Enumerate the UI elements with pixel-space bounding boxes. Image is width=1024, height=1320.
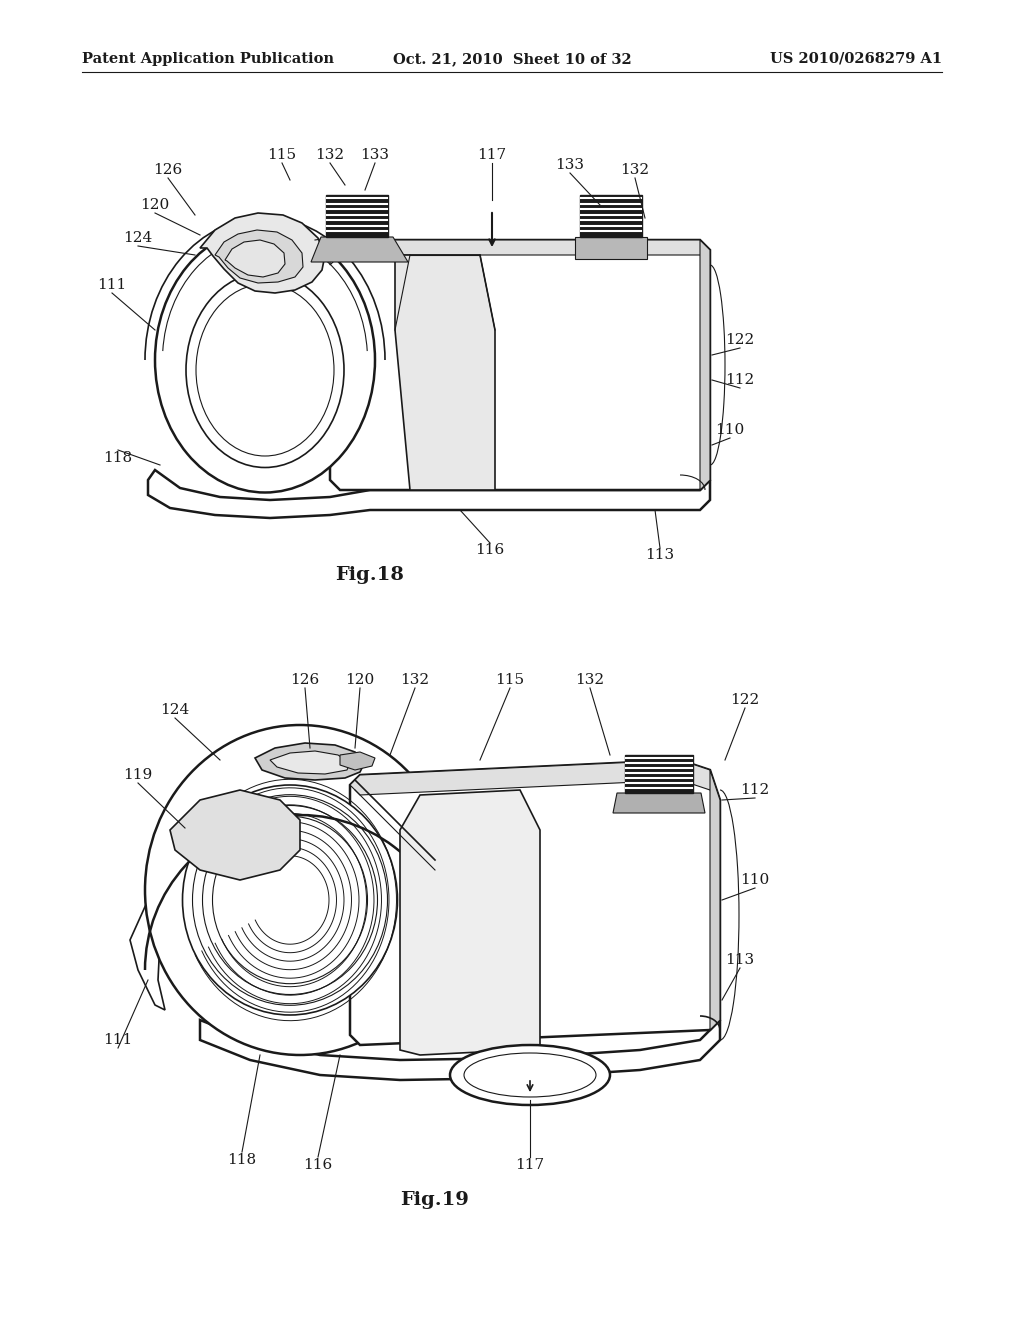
Text: 132: 132 [575,673,604,686]
Polygon shape [311,238,408,261]
Text: 124: 124 [123,231,153,246]
Text: Oct. 21, 2010  Sheet 10 of 32: Oct. 21, 2010 Sheet 10 of 32 [392,51,632,66]
Polygon shape [400,789,540,1055]
Ellipse shape [182,785,397,1015]
Bar [326,195,388,238]
Polygon shape [350,760,720,1045]
Polygon shape [255,743,365,780]
Bar [580,195,642,238]
Polygon shape [710,770,720,1030]
Text: 120: 120 [345,673,375,686]
Text: 118: 118 [103,451,132,465]
Polygon shape [148,470,710,517]
Text: 112: 112 [725,374,755,387]
Polygon shape [200,1020,720,1080]
Polygon shape [700,240,710,490]
Text: 133: 133 [360,148,389,162]
Text: 132: 132 [400,673,429,686]
Polygon shape [613,793,705,813]
Text: 115: 115 [496,673,524,686]
Polygon shape [575,238,647,259]
Text: Patent Application Publication: Patent Application Publication [82,51,334,66]
Text: 122: 122 [730,693,760,708]
Ellipse shape [155,227,375,492]
Text: US 2010/0268279 A1: US 2010/0268279 A1 [770,51,942,66]
Text: 119: 119 [123,768,153,781]
Polygon shape [270,751,350,774]
Text: 126: 126 [154,162,182,177]
Text: Fig.19: Fig.19 [400,1191,469,1209]
Polygon shape [350,760,720,800]
Text: 115: 115 [267,148,297,162]
Text: 117: 117 [477,148,507,162]
Text: 133: 133 [555,158,585,172]
Text: Fig.18: Fig.18 [336,566,404,583]
Text: 126: 126 [291,673,319,686]
Text: 116: 116 [475,543,505,557]
Polygon shape [215,230,303,282]
Ellipse shape [145,725,455,1055]
Text: 111: 111 [103,1034,133,1047]
Polygon shape [340,752,375,770]
Text: 124: 124 [161,704,189,717]
Bar [625,755,693,793]
Polygon shape [225,240,285,277]
Text: 113: 113 [725,953,755,968]
Text: 120: 120 [140,198,170,213]
Text: 110: 110 [716,422,744,437]
Text: 118: 118 [227,1152,257,1167]
Text: 111: 111 [97,279,127,292]
Text: 110: 110 [740,873,770,887]
Text: 112: 112 [740,783,770,797]
Text: 122: 122 [725,333,755,347]
Polygon shape [130,855,180,1010]
Polygon shape [395,255,495,490]
Text: 113: 113 [645,548,675,562]
Ellipse shape [450,1045,610,1105]
Polygon shape [330,240,710,265]
Text: 132: 132 [621,162,649,177]
Text: 132: 132 [315,148,344,162]
Polygon shape [330,240,710,490]
Text: 117: 117 [515,1158,545,1172]
Polygon shape [170,789,300,880]
Polygon shape [220,285,330,414]
Text: 116: 116 [303,1158,333,1172]
Ellipse shape [186,272,344,467]
Polygon shape [200,213,325,293]
